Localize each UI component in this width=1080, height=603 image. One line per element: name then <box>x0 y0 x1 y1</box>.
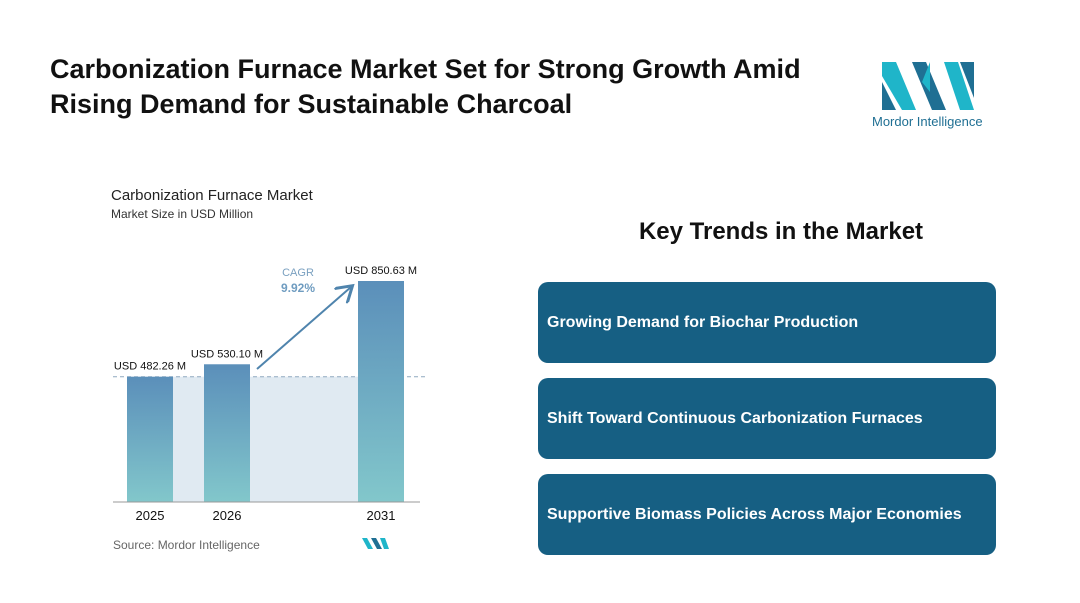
value-label: USD 482.26 M <box>114 361 186 373</box>
source-logo <box>362 538 389 549</box>
bar <box>204 364 250 502</box>
trends-title: Key Trends in the Market <box>638 218 924 245</box>
cagr-value: 9.92% <box>281 281 315 295</box>
source: Source: Mordor Intelligence <box>113 538 260 552</box>
trend-item: Growing Demand for Biochar Production <box>538 282 996 363</box>
logo-text: Mordor Intelligence <box>872 114 983 129</box>
value-label: USD 850.63 M <box>345 265 417 277</box>
page-title: Carbonization Furnace Market Set for Str… <box>50 54 801 119</box>
x-tick-label: 2026 <box>213 508 242 523</box>
cagr-label: CAGR <box>282 267 314 279</box>
x-tick-label: 2025 <box>136 508 165 523</box>
chart-subtitle: Market Size in USD Million <box>111 207 253 221</box>
value-label: USD 530.10 M <box>191 348 263 360</box>
bar <box>127 376 173 502</box>
x-tick-label: 2031 <box>367 508 396 523</box>
cagr-arrow <box>256 287 351 370</box>
trend-item: Supportive Biomass Policies Across Major… <box>538 474 996 555</box>
logo-mark <box>882 62 974 110</box>
chart: Carbonization Furnace Market Market Size… <box>111 187 425 552</box>
bar <box>358 281 404 502</box>
reference-area <box>127 376 404 502</box>
chart-title: Carbonization Furnace Market <box>111 187 314 204</box>
trend-item: Shift Toward Continuous Carbonization Fu… <box>538 378 996 459</box>
